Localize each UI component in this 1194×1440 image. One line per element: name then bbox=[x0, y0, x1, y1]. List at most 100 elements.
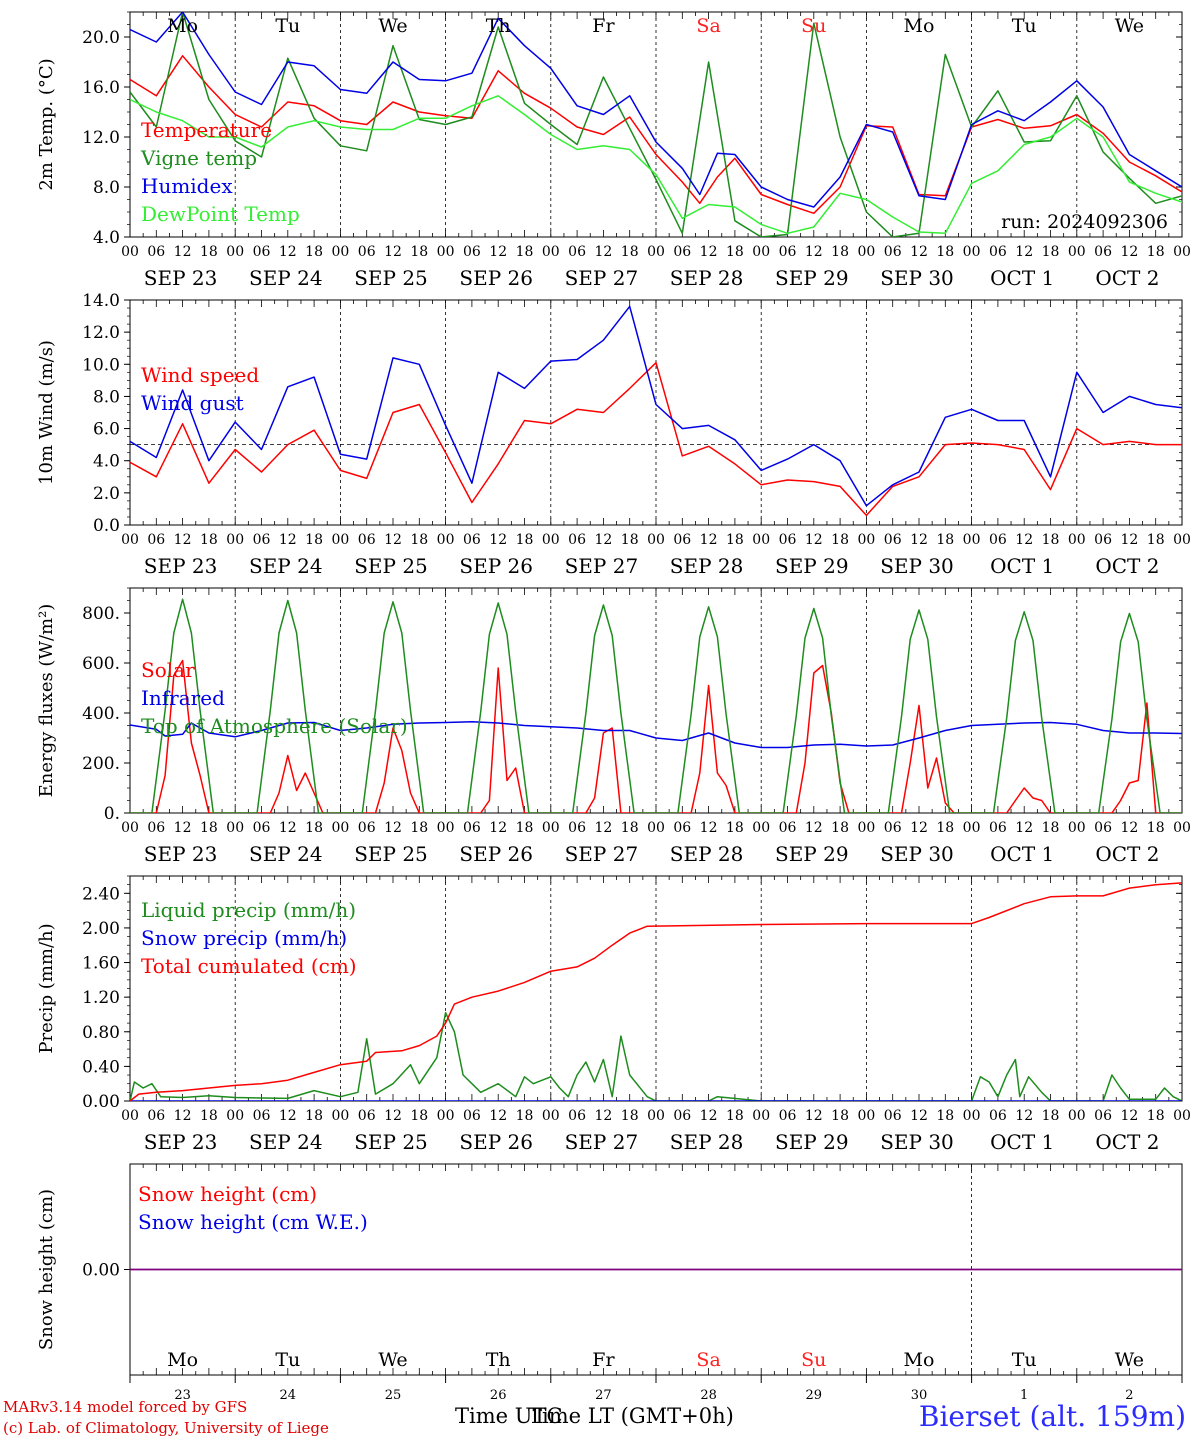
series-line-vigne-temp bbox=[130, 12, 1182, 237]
day-number-label: 23 bbox=[174, 1388, 191, 1403]
date-label: SEP 29 bbox=[775, 842, 849, 866]
date-label: SEP 24 bbox=[249, 554, 323, 578]
y-axis-label: Snow height (cm) bbox=[36, 1189, 57, 1350]
series-line-infrared bbox=[130, 721, 1182, 749]
hour-tick-label: 12 bbox=[174, 244, 192, 260]
date-label: SEP 26 bbox=[459, 1130, 533, 1154]
hour-tick-label: 12 bbox=[700, 1108, 718, 1124]
hour-tick-label: 06 bbox=[673, 244, 691, 260]
hour-tick-label: 06 bbox=[673, 532, 691, 548]
hour-tick-label: 00 bbox=[857, 1108, 875, 1124]
weekday-label: Tu bbox=[275, 15, 300, 37]
series-line-top-of-atmosphere-solar- bbox=[130, 598, 1182, 813]
hour-tick-label: 18 bbox=[305, 1108, 323, 1124]
hour-tick-label: 18 bbox=[726, 1108, 744, 1124]
hour-tick-label: 12 bbox=[805, 244, 823, 260]
hour-tick-label: 18 bbox=[621, 1108, 639, 1124]
y-tick-label: 8.0 bbox=[93, 387, 120, 407]
hour-tick-label: 00 bbox=[331, 244, 349, 260]
hour-tick-label: 12 bbox=[384, 532, 402, 548]
hour-tick-label: 12 bbox=[1015, 820, 1033, 836]
hour-tick-label: 18 bbox=[1147, 1108, 1165, 1124]
legend-entry: Solar bbox=[141, 658, 195, 682]
hour-tick-label: 12 bbox=[489, 532, 507, 548]
series-line-solar bbox=[130, 659, 1182, 813]
hour-tick-label: 06 bbox=[358, 532, 376, 548]
hour-tick-label: 18 bbox=[1042, 1108, 1060, 1124]
date-label: SEP 25 bbox=[354, 554, 428, 578]
hour-tick-label: 06 bbox=[253, 244, 271, 260]
hour-tick-label: 00 bbox=[647, 532, 665, 548]
hour-tick-label: 12 bbox=[384, 820, 402, 836]
y-tick-label: 200. bbox=[82, 754, 120, 774]
hour-tick-label: 00 bbox=[1173, 1108, 1191, 1124]
hour-tick-label: 00 bbox=[542, 1108, 560, 1124]
y-tick-label: 8.0 bbox=[93, 178, 120, 198]
date-label: SEP 27 bbox=[565, 1130, 639, 1154]
y-tick-label: 2.0 bbox=[93, 484, 120, 504]
hour-tick-label: 06 bbox=[779, 820, 797, 836]
hour-tick-label: 18 bbox=[726, 244, 744, 260]
weekday-label: Fr bbox=[592, 15, 615, 37]
weekday-label: Fr bbox=[592, 1349, 615, 1371]
hour-tick-label: 18 bbox=[410, 1108, 428, 1124]
hour-tick-label: 18 bbox=[1147, 820, 1165, 836]
hour-tick-label: 06 bbox=[147, 1108, 165, 1124]
date-label: SEP 26 bbox=[459, 842, 533, 866]
date-label: SEP 23 bbox=[144, 842, 218, 866]
hour-tick-label: 00 bbox=[647, 1108, 665, 1124]
hour-tick-label: 06 bbox=[989, 1108, 1007, 1124]
day-number-label: 25 bbox=[385, 1388, 402, 1403]
hour-tick-label: 06 bbox=[463, 1108, 481, 1124]
y-tick-label: 12.0 bbox=[82, 323, 120, 343]
hour-tick-label: 06 bbox=[673, 1108, 691, 1124]
y-tick-label: 14.0 bbox=[82, 291, 120, 311]
legend-entry: Snow height (cm W.E.) bbox=[138, 1210, 368, 1234]
hour-tick-label: 06 bbox=[1094, 244, 1112, 260]
hour-tick-label: 12 bbox=[279, 532, 297, 548]
weekday-label: Th bbox=[486, 15, 511, 37]
hour-tick-label: 12 bbox=[805, 1108, 823, 1124]
hour-tick-label: 18 bbox=[410, 820, 428, 836]
hour-tick-label: 18 bbox=[831, 820, 849, 836]
hour-tick-label: 06 bbox=[884, 1108, 902, 1124]
legend-entry: Vigne temp bbox=[140, 146, 257, 170]
hour-tick-label: 00 bbox=[121, 1108, 139, 1124]
hour-tick-label: 00 bbox=[331, 820, 349, 836]
date-label: OCT 1 bbox=[990, 554, 1054, 578]
date-label: OCT 1 bbox=[990, 266, 1054, 290]
date-label: SEP 30 bbox=[880, 266, 954, 290]
panel-1: 4.0 8.0 12.0 16.0 20.0 2m Temp. (°C) Temperatu… bbox=[36, 11, 1191, 290]
legend-entry: Wind speed bbox=[141, 363, 259, 387]
legend-entry: Infrared bbox=[141, 686, 225, 710]
date-label: SEP 23 bbox=[144, 1130, 218, 1154]
hour-tick-label: 18 bbox=[726, 532, 744, 548]
hour-tick-label: 06 bbox=[358, 244, 376, 260]
hour-tick-label: 06 bbox=[1094, 1108, 1112, 1124]
weekday-label: We bbox=[1115, 15, 1144, 37]
y-tick-label: 2.40 bbox=[82, 884, 120, 904]
date-label: SEP 27 bbox=[565, 842, 639, 866]
date-label: SEP 28 bbox=[670, 842, 744, 866]
hour-tick-label: 12 bbox=[1015, 1108, 1033, 1124]
hour-tick-label: 06 bbox=[1094, 532, 1112, 548]
hour-tick-label: 18 bbox=[410, 532, 428, 548]
weekday-label: Mo bbox=[167, 1349, 198, 1371]
y-tick-label: 12.0 bbox=[82, 128, 120, 148]
panel-frame bbox=[129, 587, 1183, 814]
hour-tick-label: 00 bbox=[963, 244, 981, 260]
panel-5: 0.00 Snow height (cm) Snow height (cm) Snow… bbox=[36, 1163, 1183, 1403]
series-line-temperature bbox=[130, 55, 1182, 215]
hour-tick-label: 18 bbox=[621, 244, 639, 260]
weekday-label: We bbox=[378, 1349, 407, 1371]
hour-tick-label: 12 bbox=[174, 820, 192, 836]
hour-tick-label: 18 bbox=[726, 820, 744, 836]
hour-tick-label: 00 bbox=[857, 244, 875, 260]
hour-tick-label: 06 bbox=[884, 532, 902, 548]
hour-tick-label: 00 bbox=[437, 1108, 455, 1124]
y-tick-label: 400. bbox=[82, 704, 120, 724]
hour-tick-label: 06 bbox=[147, 532, 165, 548]
day-number-label: 30 bbox=[911, 1388, 928, 1403]
hour-tick-label: 00 bbox=[963, 532, 981, 548]
